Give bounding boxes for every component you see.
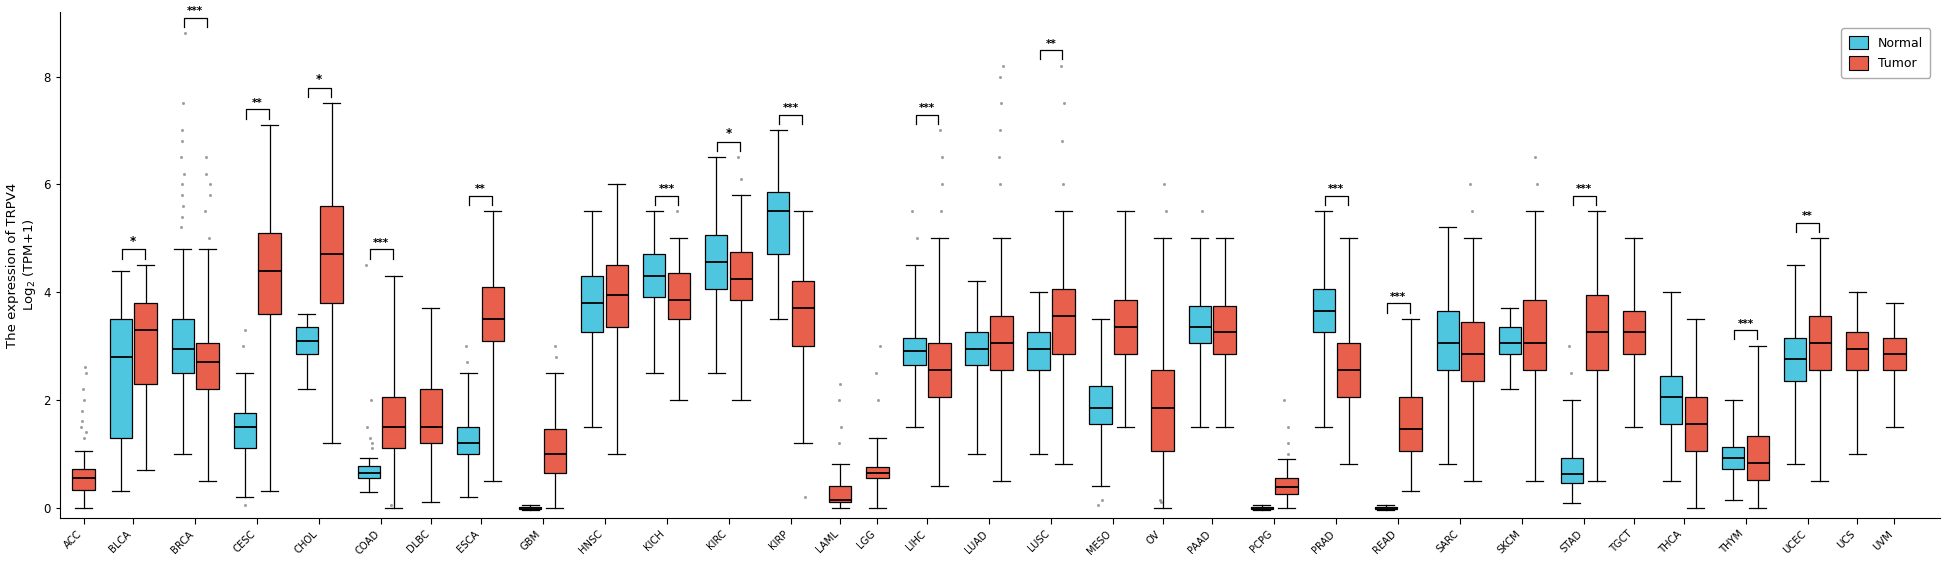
Bar	[1784, 338, 1806, 381]
Text: ***: ***	[374, 238, 389, 248]
Bar	[991, 316, 1012, 370]
Bar	[928, 343, 952, 397]
Bar	[1748, 437, 1769, 479]
Bar	[1461, 321, 1485, 381]
Bar	[1498, 327, 1522, 354]
Bar	[605, 265, 629, 327]
Bar	[642, 255, 666, 297]
Text: ***: ***	[658, 184, 675, 194]
Bar	[134, 303, 158, 384]
Bar	[72, 469, 95, 490]
Bar	[1053, 289, 1074, 354]
Text: ***: ***	[1389, 292, 1407, 302]
Bar	[1399, 397, 1423, 451]
Bar	[1722, 447, 1744, 469]
Bar	[1623, 311, 1644, 354]
Bar	[520, 507, 541, 509]
Bar	[903, 338, 926, 365]
Legend: Normal, Tumor: Normal, Tumor	[1841, 28, 1930, 78]
Bar	[1027, 333, 1049, 370]
Bar	[1660, 375, 1683, 424]
Bar	[829, 486, 852, 502]
Bar	[234, 413, 257, 448]
Bar	[1115, 300, 1136, 354]
Bar	[1214, 306, 1236, 354]
Bar	[1275, 478, 1298, 494]
Bar	[1090, 386, 1111, 424]
Bar	[457, 427, 479, 454]
Bar	[296, 327, 317, 354]
Bar	[543, 429, 566, 473]
Text: ***: ***	[1329, 184, 1345, 194]
Bar	[1189, 306, 1210, 343]
Text: ***: ***	[1738, 319, 1753, 329]
Bar	[1847, 333, 1868, 370]
Bar	[667, 273, 691, 319]
Bar	[965, 333, 989, 365]
Bar	[730, 252, 753, 300]
Bar	[1436, 311, 1460, 370]
Bar	[197, 343, 218, 389]
Text: ***: ***	[919, 103, 936, 113]
Bar	[1586, 294, 1607, 370]
Bar	[1337, 343, 1360, 397]
Text: **: **	[251, 98, 263, 108]
Bar	[483, 287, 504, 341]
Bar	[1561, 458, 1584, 483]
Bar	[1524, 300, 1545, 370]
Bar	[1685, 397, 1707, 451]
Text: ***: ***	[1576, 184, 1592, 194]
Bar	[1808, 316, 1831, 370]
Bar	[582, 276, 603, 333]
Bar	[866, 467, 889, 478]
Text: **: **	[1045, 39, 1057, 48]
Bar	[1314, 289, 1335, 333]
Bar	[1884, 338, 1905, 370]
Bar	[171, 319, 195, 373]
Bar	[704, 235, 728, 289]
Text: **: **	[1802, 211, 1814, 221]
Bar	[1374, 507, 1397, 509]
Bar	[109, 319, 132, 438]
Bar	[1251, 507, 1273, 509]
Y-axis label: The expression of TRPV4
Log$_2$ (TPM+1): The expression of TRPV4 Log$_2$ (TPM+1)	[6, 183, 39, 348]
Text: *: *	[315, 73, 323, 86]
Bar	[259, 233, 280, 314]
Text: **: **	[475, 184, 486, 194]
Text: ***: ***	[187, 6, 202, 16]
Text: *: *	[726, 127, 732, 140]
Bar	[792, 282, 813, 346]
Text: *: *	[130, 235, 136, 248]
Bar	[321, 206, 342, 303]
Bar	[767, 192, 790, 255]
Bar	[383, 397, 405, 448]
Text: ***: ***	[782, 103, 798, 113]
Bar	[1152, 370, 1173, 451]
Bar	[358, 465, 379, 478]
Bar	[420, 389, 442, 443]
